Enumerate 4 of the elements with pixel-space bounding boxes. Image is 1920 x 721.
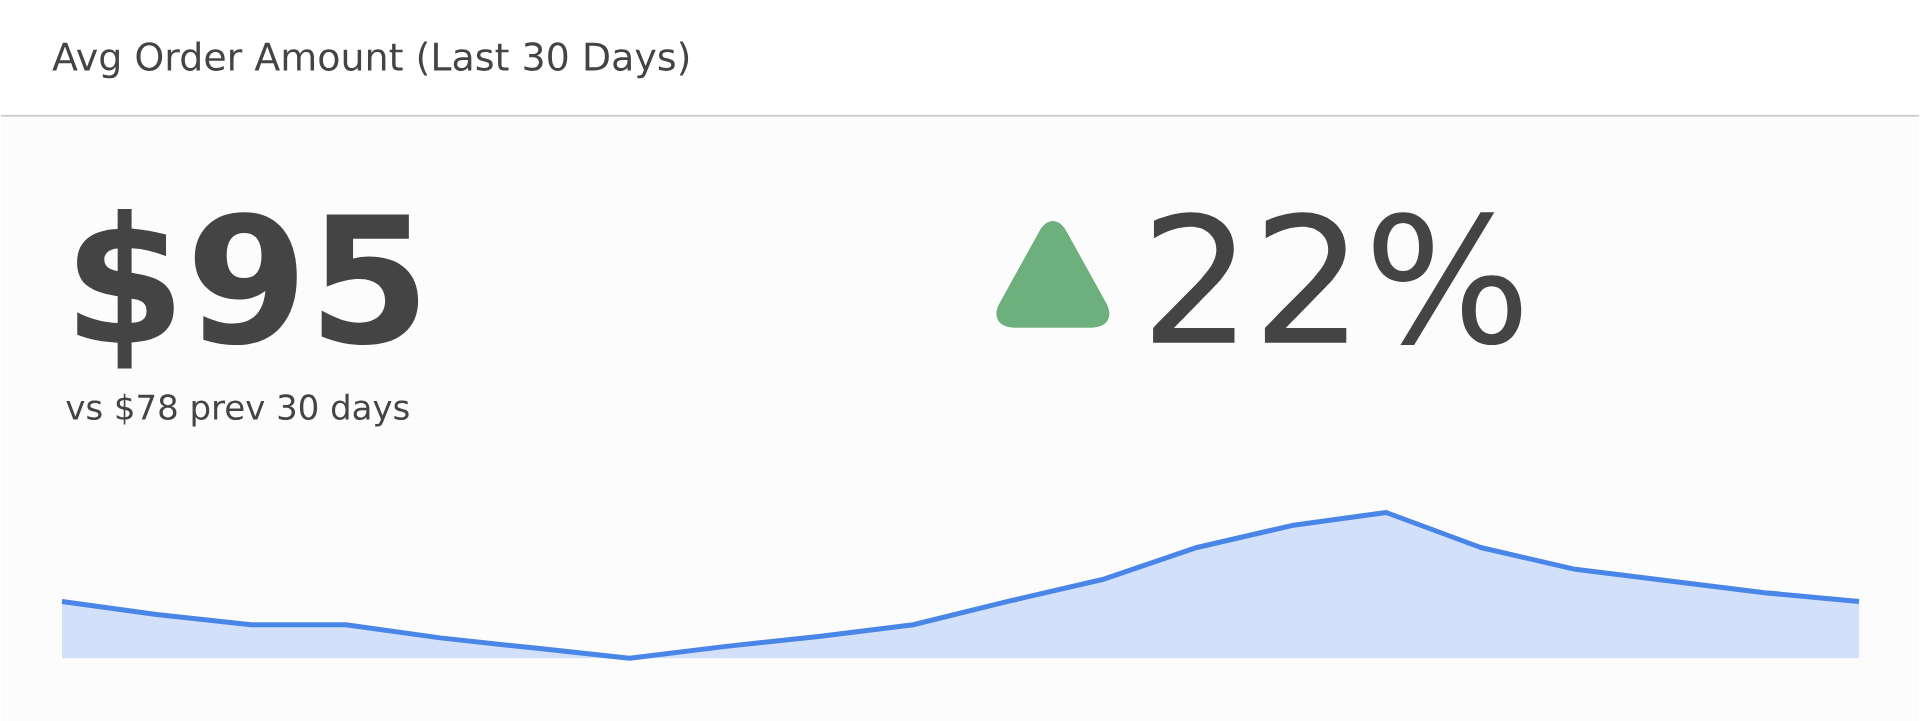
text: vs $78 prev 30 days <box>66 393 409 427</box>
text: 22% <box>1153 212 1522 346</box>
chart-title: Avg Order Amount (Last 30 Days) <box>52 41 689 79</box>
text: $95 <box>77 208 419 369</box>
